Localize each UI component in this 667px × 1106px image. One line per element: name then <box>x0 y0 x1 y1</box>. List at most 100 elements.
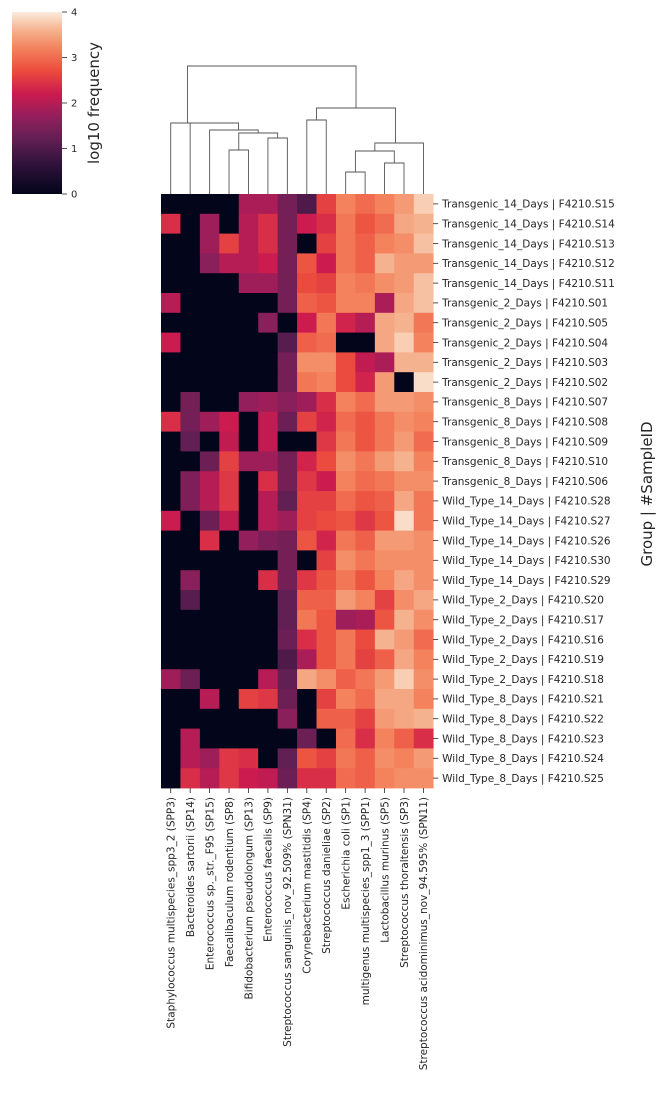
heatmap-cell <box>161 669 181 690</box>
column-label: Staphylococcus multispecies_spp3_2 (SPP3… <box>166 797 178 1029</box>
heatmap-cell <box>374 451 395 472</box>
heatmap-cell <box>413 253 434 274</box>
heatmap-cell <box>238 609 259 630</box>
heatmap-cell <box>316 273 337 294</box>
row-label: Transgenic_14_Days | F4210.S15 <box>441 199 615 211</box>
heatmap-cell <box>277 649 298 670</box>
heatmap-cell <box>277 233 298 254</box>
heatmap-cell <box>335 431 356 452</box>
heatmap-cell <box>335 312 356 333</box>
heatmap-cell <box>258 530 279 551</box>
heatmap-cell <box>297 510 317 531</box>
heatmap-cell <box>394 570 415 591</box>
heatmap-cell <box>161 411 181 432</box>
heatmap-cell <box>161 352 181 373</box>
heatmap-cell <box>413 629 434 650</box>
heatmap-cell <box>258 590 279 611</box>
heatmap-cell <box>316 471 337 492</box>
heatmap-cell <box>161 293 181 314</box>
heatmap-cell <box>394 194 415 215</box>
heatmap-cell <box>394 748 415 769</box>
heatmap-cell <box>238 352 259 373</box>
heatmap-cell <box>316 253 337 274</box>
heatmap-cell <box>219 728 240 749</box>
heatmap-cell <box>355 590 376 611</box>
heatmap-cell <box>394 728 415 749</box>
heatmap-cell <box>238 372 259 393</box>
heatmap-cell <box>394 312 415 333</box>
heatmap-cell <box>355 649 376 670</box>
heatmap-cell <box>297 570 317 591</box>
heatmap-cell <box>316 708 337 729</box>
dendrogram-link <box>187 65 357 123</box>
heatmap-cell <box>297 194 317 215</box>
heatmap-cell <box>355 768 376 789</box>
column-label: Faecalibaculum rodentium (SP8) <box>224 797 236 967</box>
heatmap-cell <box>180 332 201 353</box>
row-label: Transgenic_8_Days | F4210.S06 <box>441 476 608 488</box>
heatmap-cell <box>413 510 434 531</box>
row-label: Wild_Type_2_Days | F4210.S16 <box>442 634 604 646</box>
colorbar: 0 1 2 3 4 <box>12 8 77 201</box>
heatmap-cell <box>219 689 240 710</box>
row-label: Transgenic_8_Days | F4210.S09 <box>441 436 608 448</box>
heatmap-cell <box>161 491 181 512</box>
heatmap-cell <box>180 293 201 314</box>
heatmap-cell <box>297 392 317 413</box>
heatmap-cell <box>355 233 376 254</box>
heatmap-cell <box>394 431 415 452</box>
heatmap-cell <box>199 431 220 452</box>
heatmap-cell <box>238 728 259 749</box>
heatmap-cell <box>374 590 395 611</box>
heatmap-cell <box>335 411 356 432</box>
heatmap-cell <box>394 510 415 531</box>
column-label: Enterococcus sp._str._F95 (SP15) <box>204 797 216 970</box>
heatmap-cell <box>355 372 376 393</box>
heatmap-cell <box>258 213 279 234</box>
heatmap-cell <box>161 728 181 749</box>
heatmap-cell <box>316 530 337 551</box>
heatmap-cell <box>238 194 259 215</box>
row-label: Transgenic_2_Days | F4210.S02 <box>441 377 608 389</box>
heatmap-cell <box>161 392 181 413</box>
heatmap-cell <box>258 392 279 413</box>
heatmap-cell <box>238 689 259 710</box>
heatmap-cell <box>394 768 415 789</box>
heatmap-cell <box>355 213 376 234</box>
heatmap-cell <box>258 609 279 630</box>
heatmap-cell <box>413 649 434 670</box>
y-axis-label: Group | #SampleID <box>638 421 656 566</box>
heatmap-cell <box>413 194 434 215</box>
heatmap-cell <box>316 669 337 690</box>
heatmap-cell <box>161 550 181 571</box>
heatmap-cell <box>199 768 220 789</box>
heatmap-cell <box>199 194 220 215</box>
column-label: Lactobacillus murinus (SP5) <box>379 797 391 943</box>
heatmap-cell <box>199 451 220 472</box>
heatmap-cell <box>277 748 298 769</box>
heatmap-cell <box>374 689 395 710</box>
heatmap-cell <box>258 293 279 314</box>
row-label: Transgenic_14_Days | F4210.S12 <box>441 258 615 270</box>
heatmap-cell <box>258 372 279 393</box>
row-label: Transgenic_8_Days | F4210.S10 <box>441 456 608 468</box>
heatmap-cell <box>258 629 279 650</box>
heatmap-cell <box>413 332 434 353</box>
heatmap-cell <box>316 728 337 749</box>
heatmap-cell <box>297 491 317 512</box>
heatmap-cell <box>161 530 181 551</box>
heatmap-cell <box>199 253 220 274</box>
heatmap-cell <box>316 510 337 531</box>
heatmap-cell <box>180 253 201 274</box>
heatmap-cell <box>180 451 201 472</box>
heatmap-cell <box>180 590 201 611</box>
heatmap-cell <box>394 708 415 729</box>
heatmap-cell <box>277 352 298 373</box>
row-label: Wild_Type_2_Days | F4210.S20 <box>442 595 604 607</box>
heatmap-cell <box>316 451 337 472</box>
heatmap-cell <box>219 629 240 650</box>
heatmap-cell <box>199 213 220 234</box>
heatmap-cell <box>413 273 434 294</box>
heatmap-cell <box>374 471 395 492</box>
heatmap-cell <box>219 768 240 789</box>
